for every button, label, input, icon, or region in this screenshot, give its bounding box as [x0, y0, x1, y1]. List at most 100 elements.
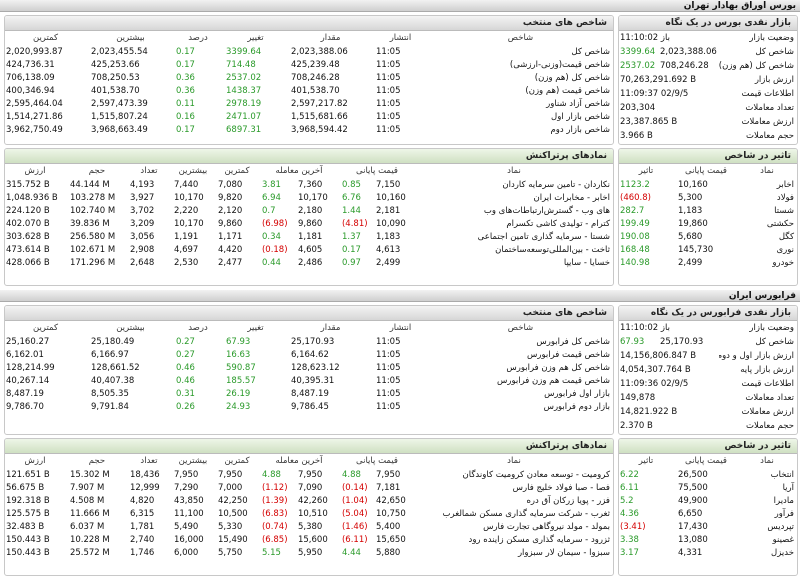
active-cell: 0.7	[261, 205, 276, 216]
active-cell: 102.740 M	[69, 205, 116, 216]
index-cell: 2,023,388.06	[291, 46, 348, 57]
column-header: درصد	[188, 33, 208, 43]
overview-value: 25,170.93	[660, 337, 704, 347]
column-header: تاثیر	[638, 166, 654, 176]
active-cell: 15.302 M	[69, 469, 110, 480]
active-panel: نمادهای پرتراکنش نماد قیمت پایانی آخرین معا…	[4, 148, 614, 286]
index-cell: 0.31	[176, 388, 195, 399]
index-cell: 2471.07	[226, 111, 262, 122]
header-row: نماد قیمت پایانی آخرین معامله کمترین بیشترین…	[5, 164, 613, 178]
impact-cell: 26,500	[678, 469, 708, 480]
active-cell: 4,193	[129, 179, 155, 190]
impact-cell: خدیزل	[771, 547, 794, 558]
active-cell: 10.228 M	[69, 534, 110, 545]
panel-title: شاخص های منتخب	[5, 306, 613, 321]
impact-cell: 6,650	[678, 508, 703, 519]
index-row: شاخص قیمت (هم وزن) 11:05 401,538.70 1438.37…	[5, 84, 613, 97]
impact-cell: غصینو	[772, 534, 794, 545]
active-cell: 42,250	[217, 495, 248, 506]
active-cell: 4,613	[376, 244, 401, 255]
active-cell: (5.04)	[341, 508, 368, 519]
impact-cell: 168.48	[620, 244, 650, 255]
active-cell: 9,860	[297, 218, 323, 229]
active-cell: 7,950	[297, 469, 323, 480]
active-row: خسایا - سایپا 2,499 0.97 2,486 0.44 2,477 2,53…	[5, 256, 613, 269]
index-row: شاخص قیمت(وزنی-ارزشی) 11:05 425,239.48 714.…	[5, 58, 613, 71]
active-cell: 2,530	[173, 257, 199, 268]
index-cell: بازار دوم فرابورس	[543, 401, 610, 412]
active-cell: کرومیت - توسعه معادن کرومیت کاوندگان	[462, 469, 610, 480]
index-cell: شاخص بازار دوم	[550, 124, 610, 135]
index-cell: 0.17	[176, 59, 195, 70]
index-cell: 24.93	[226, 401, 251, 412]
active-cell: 303.628 B	[5, 231, 50, 242]
impact-cell: نوری	[776, 244, 794, 255]
index-cell: 9,786.45	[291, 401, 329, 412]
index-cell: 0.46	[176, 362, 195, 373]
overview-change: 3399.64	[619, 47, 656, 57]
active-row: های وب - گسترش‌ارتباطات‌های وب 2,181 1.44 2…	[5, 204, 613, 217]
active-cell: 1,781	[129, 521, 155, 532]
index-cell: 3,968,663.49	[91, 124, 148, 135]
impact-cell: 5,300	[678, 192, 703, 203]
impact-cell: آریا	[782, 482, 794, 493]
active-cell: 4,605	[297, 244, 323, 255]
active-cell: 5,950	[297, 547, 323, 558]
overview-row: شاخص کل 2,023,388.06 3399.64	[619, 45, 797, 59]
index-cell: 401,538.70	[291, 85, 340, 96]
impact-cell: (3.41)	[620, 521, 646, 532]
active-cell: 16,000	[173, 534, 204, 545]
overview-row: شاخص کل 25,170.93 67.93	[619, 335, 797, 349]
active-cell: 3,702	[129, 205, 155, 216]
active-cell: 6,315	[129, 508, 155, 519]
column-header: بیشترین	[178, 456, 208, 466]
active-cell: 2,180	[297, 205, 323, 216]
active-cell: 4.88	[261, 469, 281, 480]
overview-table: وضعیت بازار باز 11:10:02 شاخص کل 2,023,388.…	[619, 31, 797, 143]
active-cell: 1,048.936 B	[5, 192, 58, 203]
impact-cell: فرآور	[774, 508, 794, 519]
active-cell: 2,486	[297, 257, 323, 268]
header-row: نماد قیمت پایانی آخرین معامله کمترین بیشترین…	[5, 454, 613, 468]
impact-row: اخابر 10,160 1123.2	[619, 178, 797, 191]
column-header: تغییر	[247, 33, 264, 43]
active-cell: 150.443 B	[5, 534, 50, 545]
index-cell: 401,538.70	[91, 85, 140, 96]
impact-cell: 5.2	[620, 495, 634, 506]
active-cell: های وب - گسترش‌ارتباطات‌های وب	[483, 205, 610, 216]
overview-panel: بازار نقدی بورس در یک نگاه وضعیت بازار باز…	[618, 15, 798, 145]
active-cell: 10,500	[217, 508, 248, 519]
impact-cell: (460.8)	[620, 192, 651, 203]
active-cell: 2,648	[129, 257, 155, 268]
column-header: نماد	[507, 456, 521, 466]
active-cell: 0.17	[341, 244, 361, 255]
index-cell: 2,597,217.82	[291, 98, 348, 109]
index-cell: شاخص قیمت(وزنی-ارزشی)	[509, 59, 610, 70]
active-cell: 150.443 B	[5, 547, 50, 558]
index-row: شاخص کل (هم وزن) 11:05 708,246.28 2537.02 0.…	[5, 71, 613, 84]
active-row: سبزوا - سیمان لار سبزوار 5,880 4.44 5,950 5.…	[5, 546, 613, 559]
header-row: شاخص انتشار مقدار تغییر درصد بیشترین کمترین	[5, 321, 613, 335]
overview-row: اطلاعات قیمت 11:09:36 02/9/5	[619, 377, 797, 391]
header-row: نماد قیمت پایانی تاثیر	[619, 454, 797, 468]
active-cell: (1.39)	[261, 495, 288, 506]
active-cell: کترام - تولیدی کاشی تکسرام	[506, 218, 610, 229]
indices-table: شاخص انتشار مقدار تغییر درصد بیشترین کمترین شاخ…	[5, 31, 613, 136]
overview-label: وضعیت بازار	[749, 323, 794, 333]
section-title: بورس اوراق بهادار تهران	[0, 0, 800, 12]
column-header: کمترین	[32, 33, 59, 43]
panel-title: تاثیر در شاخص	[619, 149, 797, 164]
overview-value: 4,054,307.764 B	[619, 365, 691, 375]
index-cell: 26.19	[226, 388, 251, 399]
index-cell: 0.27	[176, 336, 195, 347]
overview-value: 3.966 B	[619, 131, 653, 141]
overview-label: تعداد معاملات	[745, 393, 794, 403]
impact-row: تپردیس 17,430 (3.41)	[619, 520, 797, 533]
column-header: کمترین	[32, 323, 59, 333]
active-cell: (6.85)	[261, 534, 288, 545]
panel-title: تاثیر در شاخص	[619, 439, 797, 454]
index-cell: 6,164.62	[291, 349, 329, 360]
active-cell: (6.11)	[341, 534, 368, 545]
index-cell: 11:05	[376, 124, 401, 135]
active-cell: 15,600	[297, 534, 328, 545]
